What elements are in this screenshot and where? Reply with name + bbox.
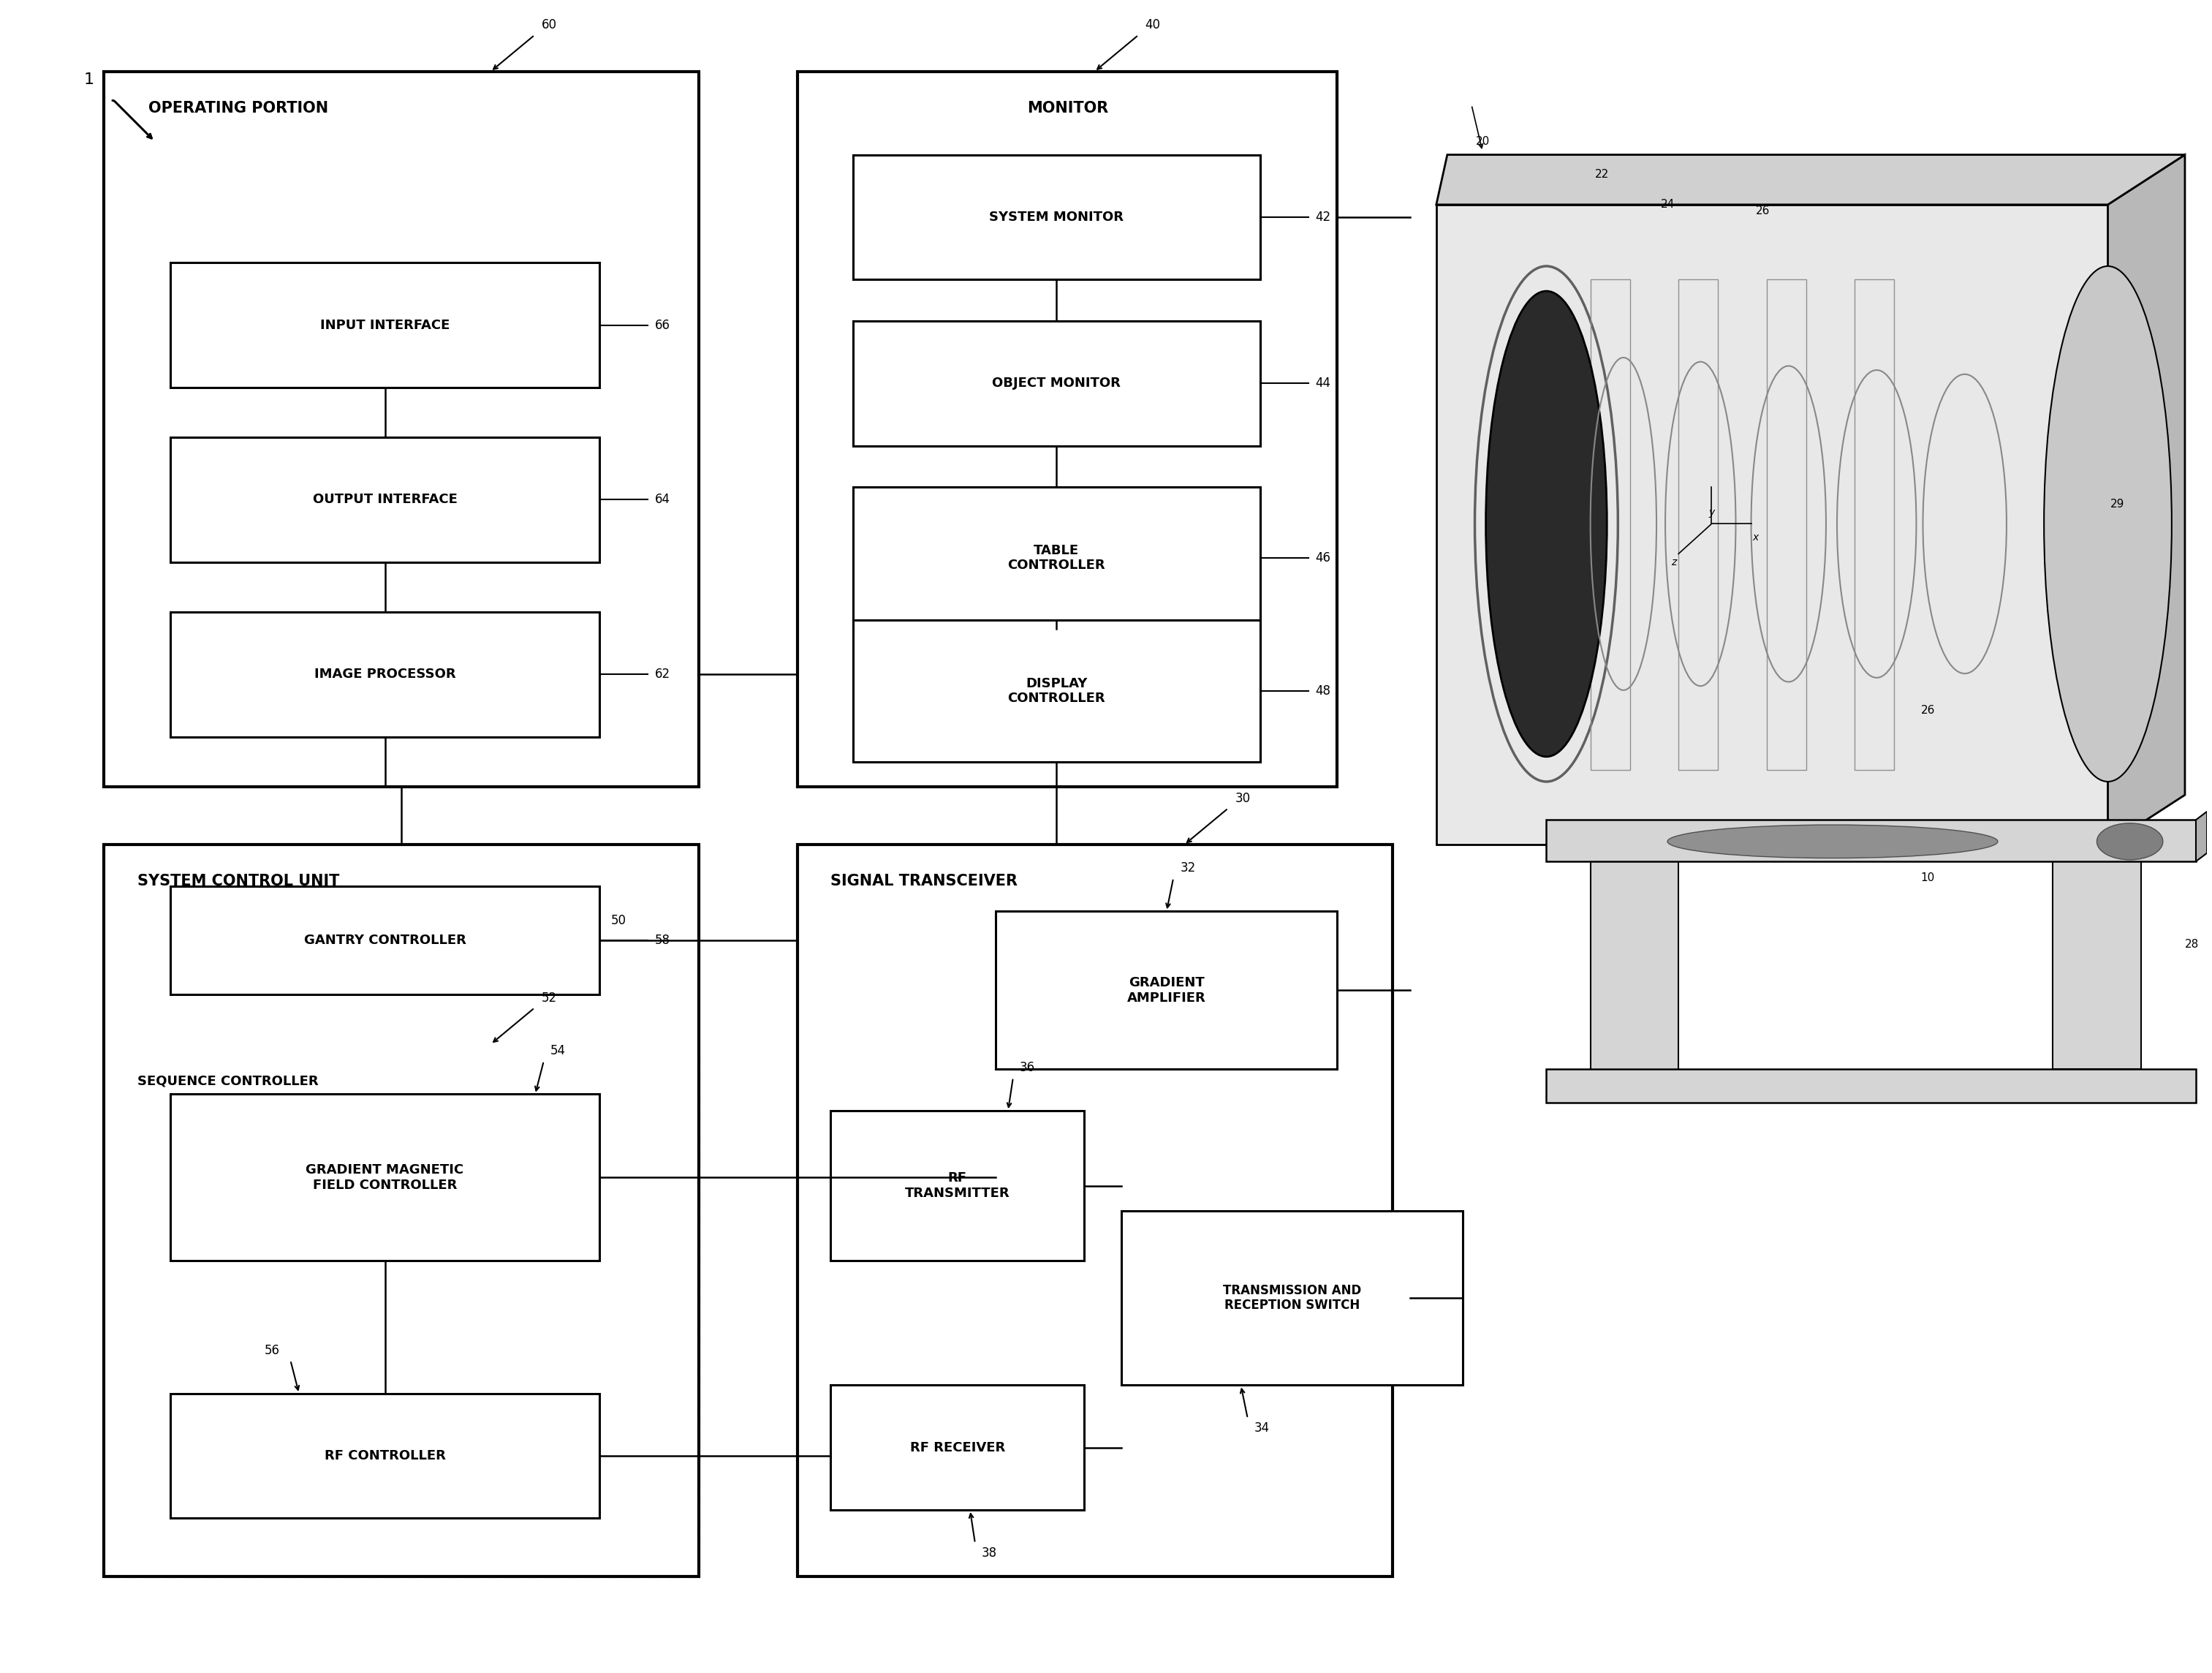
Text: 38: 38 (982, 1546, 998, 1559)
Polygon shape (1546, 1069, 2197, 1103)
Text: y: y (1708, 507, 1714, 517)
Bar (854, 154, 1261, 279)
Text: 30: 30 (1234, 791, 1250, 805)
Polygon shape (1436, 154, 2185, 204)
Polygon shape (1546, 820, 2197, 862)
Bar (170, 887, 599, 994)
Text: GRADIENT MAGNETIC
FIELD CONTROLLER: GRADIENT MAGNETIC FIELD CONTROLLER (305, 1163, 465, 1191)
Ellipse shape (2044, 266, 2172, 781)
Text: 10: 10 (1920, 873, 1936, 883)
Bar (1121, 1211, 1462, 1385)
Text: OBJECT MONITOR: OBJECT MONITOR (993, 376, 1121, 390)
Text: 60: 60 (542, 18, 557, 32)
Bar (854, 321, 1261, 445)
Text: 32: 32 (1179, 862, 1194, 875)
Bar (170, 1394, 599, 1519)
Bar (1854, 279, 1893, 770)
Bar (104, 1044, 699, 1576)
Polygon shape (1436, 204, 2108, 845)
Bar (1590, 279, 1630, 770)
Bar (1679, 279, 1719, 770)
Text: RF RECEIVER: RF RECEIVER (909, 1440, 1004, 1454)
Bar (799, 845, 1391, 1576)
Text: OUTPUT INTERFACE: OUTPUT INTERFACE (312, 494, 458, 507)
Bar (104, 72, 699, 786)
Text: 26: 26 (1920, 704, 1936, 716)
Text: 26: 26 (1756, 206, 1770, 217)
Bar (832, 1111, 1084, 1260)
Bar (854, 487, 1261, 629)
Polygon shape (2108, 154, 2185, 845)
Text: SEQUENCE CONTROLLER: SEQUENCE CONTROLLER (137, 1074, 319, 1087)
Text: 42: 42 (1316, 211, 1332, 224)
Text: 34: 34 (1254, 1422, 1270, 1435)
Text: 40: 40 (1146, 18, 1161, 32)
Bar (170, 612, 599, 736)
Text: 54: 54 (551, 1044, 566, 1057)
Ellipse shape (2097, 823, 2163, 860)
Text: MONITOR: MONITOR (1026, 100, 1108, 115)
Text: 50: 50 (611, 913, 626, 927)
Bar (832, 1385, 1084, 1511)
Bar (170, 437, 599, 562)
Text: x: x (1752, 532, 1759, 542)
Polygon shape (2053, 862, 2141, 1069)
Text: 36: 36 (1020, 1061, 1035, 1074)
Bar (1767, 279, 1807, 770)
Text: 24: 24 (1661, 199, 1674, 211)
Text: IMAGE PROCESSOR: IMAGE PROCESSOR (314, 668, 456, 681)
Text: INPUT INTERFACE: INPUT INTERFACE (321, 318, 449, 331)
Text: SIGNAL TRANSCEIVER: SIGNAL TRANSCEIVER (832, 873, 1018, 888)
Text: 44: 44 (1316, 376, 1332, 390)
Text: 1: 1 (84, 72, 93, 87)
Bar (104, 845, 699, 1576)
Text: 56: 56 (263, 1343, 279, 1357)
Text: 46: 46 (1316, 552, 1332, 564)
Text: 29: 29 (2110, 499, 2124, 509)
Text: z: z (1672, 557, 1677, 567)
Text: 58: 58 (655, 934, 670, 947)
Text: RF CONTROLLER: RF CONTROLLER (325, 1449, 445, 1462)
Text: OPERATING PORTION: OPERATING PORTION (148, 100, 327, 115)
Text: 52: 52 (542, 992, 557, 1004)
Text: 64: 64 (655, 494, 670, 507)
Bar (170, 1094, 599, 1260)
Bar (799, 72, 1338, 786)
Text: 20: 20 (1475, 136, 1491, 147)
Text: GANTRY CONTROLLER: GANTRY CONTROLLER (303, 934, 467, 947)
Ellipse shape (1668, 825, 1997, 858)
Text: 22: 22 (1595, 169, 1608, 181)
Text: RF
TRANSMITTER: RF TRANSMITTER (905, 1171, 1011, 1200)
Text: TRANSMISSION AND
RECEPTION SWITCH: TRANSMISSION AND RECEPTION SWITCH (1223, 1283, 1360, 1312)
Text: SYSTEM CONTROL UNIT: SYSTEM CONTROL UNIT (137, 873, 338, 888)
Text: TABLE
CONTROLLER: TABLE CONTROLLER (1009, 544, 1106, 572)
Polygon shape (1590, 862, 1679, 1086)
Text: 66: 66 (655, 318, 670, 331)
Text: 28: 28 (2185, 939, 2199, 950)
Bar (170, 263, 599, 388)
Bar (995, 912, 1338, 1069)
Polygon shape (2197, 811, 2208, 862)
Text: GRADIENT
AMPLIFIER: GRADIENT AMPLIFIER (1128, 975, 1206, 1004)
Text: 62: 62 (655, 668, 670, 681)
Ellipse shape (1486, 291, 1606, 756)
Bar (854, 621, 1261, 761)
Text: SYSTEM MONITOR: SYSTEM MONITOR (989, 211, 1124, 224)
Text: 48: 48 (1316, 684, 1332, 698)
Text: DISPLAY
CONTROLLER: DISPLAY CONTROLLER (1009, 678, 1106, 706)
